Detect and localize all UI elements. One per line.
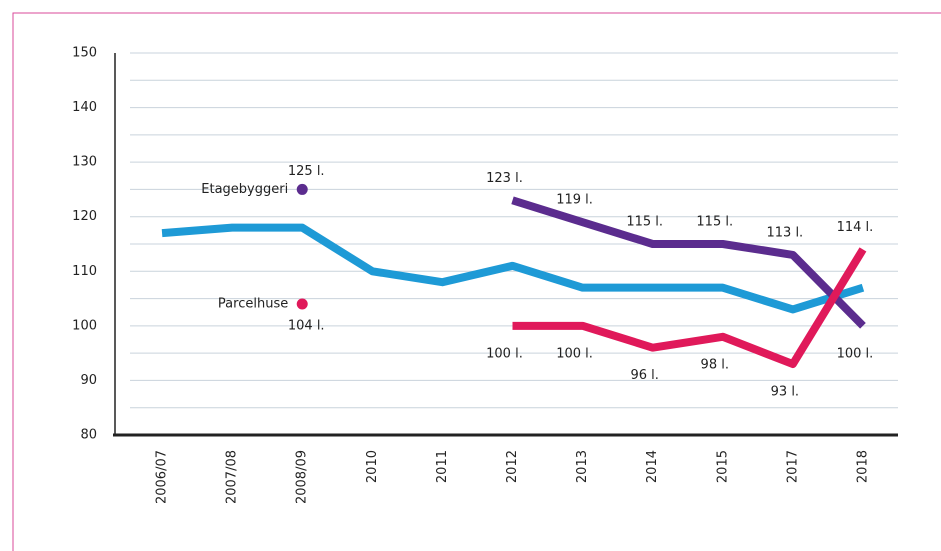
data-label: 113 l. [767,225,804,240]
x-tick-label: 2017 [785,450,800,483]
x-tick-label: 2018 [855,450,870,483]
frame [12,12,941,551]
legend-value-label: 104 l. [288,319,325,334]
data-label: 119 l. [556,193,593,208]
x-tick-label: 2007/08 [225,450,240,504]
series-line [512,247,867,369]
x-tick-label: 2015 [715,450,730,483]
y-tick-label: 80 [80,428,97,443]
x-tick-label: 2013 [575,450,590,483]
series-line [161,223,865,314]
y-tick-label: 130 [72,155,97,170]
data-label: 100 l. [837,346,874,361]
data-label: 98 l. [701,357,729,372]
legend-label: Etagebyggeri [201,182,288,197]
legend-marker [296,183,308,195]
x-tick-label: 2014 [645,450,660,483]
y-tick-label: 90 [80,373,97,388]
y-tick-label: 100 [72,318,97,333]
data-label: 114 l. [837,220,874,235]
data-label: 100 l. [556,346,593,361]
y-tick-label: 140 [72,100,97,115]
legend-value-label: 125 l. [288,164,325,179]
legend-label: Parcelhuse [218,297,288,312]
legend-marker [296,298,308,310]
x-tick-label: 2011 [435,450,450,483]
x-tick-label: 2010 [365,450,380,483]
data-label: 115 l. [696,215,733,230]
x-tick-label: 2012 [505,450,520,483]
data-label: 123 l. [486,171,523,186]
data-label: 100 l. [486,346,523,361]
data-label: 96 l. [630,368,658,383]
data-label: 115 l. [626,215,663,230]
series-line [511,196,866,329]
x-tick-label: 2006/07 [155,450,170,504]
data-label: 93 l. [771,385,799,400]
y-tick-label: 120 [72,209,97,224]
y-tick-label: 110 [72,264,97,279]
x-tick-label: 2008/09 [295,450,310,504]
y-tick-label: 150 [72,46,97,61]
